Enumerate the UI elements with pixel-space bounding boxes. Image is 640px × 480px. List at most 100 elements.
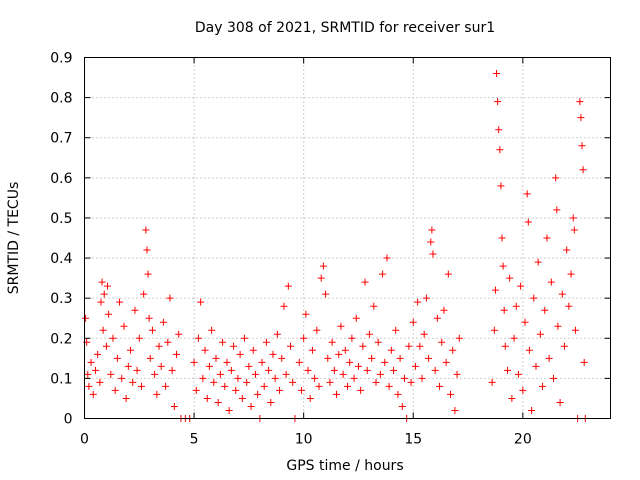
data-point [129, 378, 137, 386]
axis-ticks: 0 0.1 0.2 0.3 0.4 0.5 0.6 0.7 0.8 0.9 0 5 10 15 20 [50, 51, 611, 448]
data-point [405, 342, 413, 350]
y-tick-label: 0.7 [50, 131, 72, 147]
data-point [219, 338, 227, 346]
data-point [577, 114, 585, 122]
data-point [100, 290, 108, 298]
data-point [558, 290, 566, 298]
data-point [374, 338, 382, 346]
data-point [444, 270, 452, 278]
data-point [87, 358, 95, 366]
data-point [530, 294, 538, 302]
data-point [85, 382, 93, 390]
data-point [524, 218, 532, 226]
data-point [550, 374, 558, 382]
data-point [173, 350, 181, 358]
data-point [556, 398, 564, 406]
data-point [514, 370, 522, 378]
data-point [157, 362, 165, 370]
data-point [210, 378, 218, 386]
data-point [289, 378, 297, 386]
y-tick-label: 0.1 [50, 371, 72, 387]
data-point [278, 354, 286, 362]
y-tick-label: 0.3 [50, 291, 72, 307]
data-point [427, 238, 435, 246]
data-point [543, 234, 551, 242]
data-point [234, 374, 242, 382]
data-point [418, 374, 426, 382]
data-point [192, 386, 200, 394]
data-point [436, 382, 444, 390]
data-point [140, 290, 148, 298]
data-point [422, 294, 430, 302]
data-point [203, 394, 211, 402]
data-point [506, 274, 514, 282]
data-point [225, 406, 233, 414]
data-point [243, 378, 251, 386]
data-point [508, 394, 516, 402]
data-point [240, 334, 248, 342]
data-point [330, 366, 338, 374]
data-point [251, 370, 259, 378]
data-point [387, 346, 395, 354]
data-point [282, 370, 290, 378]
data-point [352, 314, 360, 322]
data-point [271, 374, 279, 382]
data-point [297, 386, 305, 394]
data-point [221, 382, 229, 390]
data-point [245, 362, 253, 370]
data-point [82, 314, 90, 322]
data-point [381, 358, 389, 366]
data-point [308, 346, 316, 354]
data-point [133, 366, 141, 374]
data-point [363, 366, 371, 374]
data-point [113, 354, 121, 362]
data-point [501, 342, 509, 350]
data-point [120, 322, 128, 330]
data-point [383, 254, 391, 262]
data-point [306, 394, 314, 402]
data-point [565, 302, 573, 310]
data-point [453, 370, 461, 378]
data-point [109, 334, 117, 342]
data-point [534, 258, 542, 266]
data-point [576, 98, 584, 106]
data-point [425, 354, 433, 362]
data-point [98, 278, 106, 286]
x-tick-label: 0 [80, 432, 89, 448]
data-point [280, 302, 288, 310]
data-point [499, 262, 507, 270]
data-point [521, 318, 529, 326]
data-point [223, 358, 231, 366]
data-point [429, 250, 437, 258]
data-point [137, 382, 145, 390]
data-point [354, 362, 362, 370]
data-point [212, 354, 220, 362]
data-point [111, 386, 119, 394]
data-point [400, 374, 408, 382]
data-point [328, 338, 336, 346]
data-point [102, 342, 110, 350]
data-point [116, 298, 124, 306]
data-point [523, 190, 531, 198]
data-point [414, 298, 422, 306]
data-point [304, 366, 312, 374]
data-point [148, 326, 156, 334]
data-point [372, 378, 380, 386]
data-point [569, 214, 577, 222]
data-point [488, 378, 496, 386]
y-tick-label: 0.2 [50, 331, 72, 347]
data-point [392, 326, 400, 334]
data-point [431, 366, 439, 374]
data-point [232, 386, 240, 394]
data-point [105, 310, 113, 318]
data-point [333, 390, 341, 398]
data-point [227, 366, 235, 374]
data-point [265, 366, 273, 374]
data-point [563, 246, 571, 254]
data-point [495, 126, 503, 134]
data-point [269, 350, 277, 358]
data-point [104, 282, 112, 290]
data-point [493, 70, 501, 78]
data-point [91, 366, 99, 374]
data-point [554, 322, 562, 330]
